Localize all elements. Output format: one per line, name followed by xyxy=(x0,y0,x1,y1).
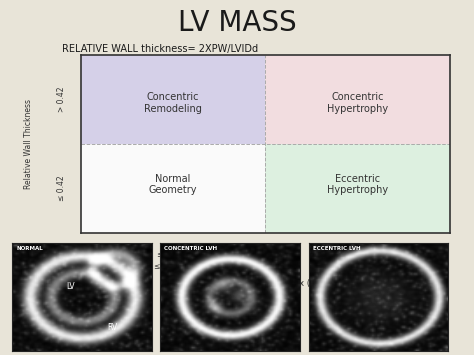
Text: ≤ 0.42: ≤ 0.42 xyxy=(57,175,66,201)
Text: > 95 (♀)
> 115 (♂): > 95 (♀) > 115 (♂) xyxy=(339,250,377,271)
Text: Concentric
Hypertrophy: Concentric Hypertrophy xyxy=(328,92,388,114)
Bar xyxy=(81,55,265,144)
Text: CONCENTRIC LVH: CONCENTRIC LVH xyxy=(164,246,218,251)
Text: RV: RV xyxy=(108,323,118,332)
Text: LV: LV xyxy=(66,282,75,291)
Bar xyxy=(265,144,450,233)
Text: LV MASS: LV MASS xyxy=(178,9,296,37)
Text: NORMAL: NORMAL xyxy=(16,246,43,251)
Text: Left Ventricular Mass Index (gm/m²): Left Ventricular Mass Index (gm/m²) xyxy=(190,279,341,288)
Text: Relative Wall Thickness: Relative Wall Thickness xyxy=(24,99,33,189)
Bar xyxy=(265,55,450,144)
Bar xyxy=(81,144,265,233)
Text: ECCENTRIC LVH: ECCENTRIC LVH xyxy=(313,246,360,251)
Text: Eccentric
Hypertrophy: Eccentric Hypertrophy xyxy=(328,174,388,195)
Text: Concentric
Remodeling: Concentric Remodeling xyxy=(144,92,202,114)
Text: RELATIVE WALL thickness= 2XPW/LVIDd: RELATIVE WALL thickness= 2XPW/LVIDd xyxy=(62,44,258,54)
Text: Normal
Geometry: Normal Geometry xyxy=(149,174,197,195)
Text: > 0.42: > 0.42 xyxy=(57,87,66,112)
Text: ≤ 95 (♀)
≤ 115 (♂): ≤ 95 (♀) ≤ 115 (♂) xyxy=(154,250,192,271)
